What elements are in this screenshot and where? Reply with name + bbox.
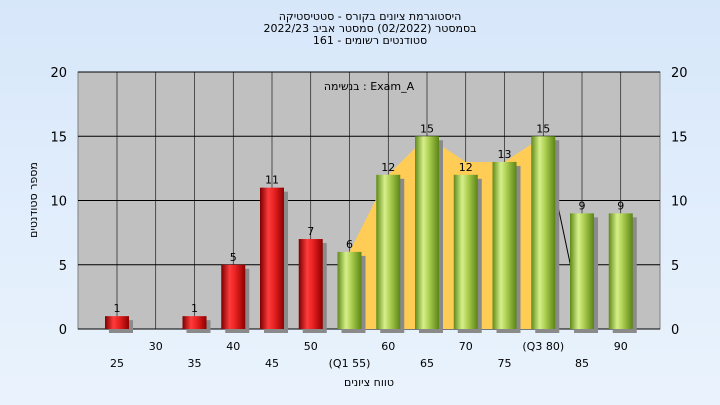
y-tick-left-0: 0 — [59, 323, 67, 338]
bar-25 — [105, 316, 129, 329]
data-label-40: 5 — [230, 251, 237, 264]
data-label-50: 7 — [307, 225, 314, 238]
bars-layer — [105, 136, 633, 329]
y-tick-left-20: 20 — [50, 66, 67, 81]
bar-40 — [221, 264, 246, 329]
x-tick-65: 65 — [420, 357, 434, 370]
x-tick-45: 45 — [265, 357, 279, 370]
data-label-35: 1 — [191, 302, 198, 315]
legend-label: בנשימה : Exam_A — [324, 80, 415, 93]
bar-80 — [531, 136, 556, 329]
x-tick-35: 35 — [188, 357, 202, 370]
y-tick-right-10: 10 — [671, 195, 688, 210]
y-axis-label: מספר סטודנטים — [27, 162, 40, 238]
x-axis-label: טווח ציונים — [344, 376, 394, 389]
y-tick-right-0: 0 — [671, 323, 679, 338]
x-tick-60: 60 — [381, 340, 395, 353]
x-tick-40: 40 — [226, 340, 240, 353]
x-tick-55: (Q1 55) — [329, 357, 371, 370]
x-tick-75: 75 — [498, 357, 512, 370]
bar-50 — [298, 239, 323, 329]
chart-title-block: היסטוגרמת ציונים בקורס - סטטיסטיקה בסמסט… — [200, 11, 540, 47]
chart-title: היסטוגרמת ציונים בקורס - סטטיסטיקה — [278, 10, 462, 23]
chart-subtitle: בסמסטר (02/2022) סמסטר אביב 2022/23 — [263, 22, 477, 35]
bar-45 — [260, 187, 284, 329]
y-axis-left-ticks: 0 5 10 15 20 — [50, 66, 67, 338]
bar-55 — [337, 251, 362, 329]
bar-60 — [376, 174, 401, 329]
y-tick-left-10: 10 — [50, 195, 67, 210]
bar-35 — [182, 316, 207, 329]
x-tick-90: 90 — [614, 340, 628, 353]
y-tick-right-5: 5 — [671, 259, 679, 274]
chart-subtitle-2: סטודנטים רשומים - 161 — [312, 34, 428, 47]
bar-90 — [608, 213, 633, 329]
y-tick-right-20: 20 — [671, 66, 688, 81]
bar-70 — [453, 174, 478, 329]
y-tick-left-5: 5 — [59, 259, 67, 274]
bar-85 — [570, 213, 594, 329]
y-axis-right-ticks: 0 5 10 15 20 — [671, 66, 688, 338]
data-label-90: 9 — [617, 199, 624, 212]
data-label-65: 15 — [420, 122, 434, 135]
data-label-80: 15 — [536, 122, 550, 135]
data-label-25: 1 — [114, 302, 121, 315]
x-tick-70: 70 — [459, 340, 473, 353]
x-axis-ticks: 25 30 35 40 45 50 (Q1 55) 60 65 70 75 (Q3 80) 85 90 — [110, 340, 628, 370]
bar-65 — [415, 136, 439, 329]
y-tick-left-15: 15 — [50, 130, 67, 145]
x-tick-25: 25 — [110, 357, 124, 370]
bar-75 — [492, 161, 517, 329]
x-tick-80: (Q3 80) — [522, 340, 564, 353]
x-tick-85: 85 — [575, 357, 589, 370]
data-label-75: 13 — [498, 148, 512, 161]
y-tick-right-15: 15 — [671, 130, 688, 145]
data-label-85: 9 — [579, 199, 586, 212]
data-label-55: 6 — [346, 238, 353, 251]
x-tick-30: 30 — [149, 340, 163, 353]
data-label-60: 12 — [381, 161, 395, 174]
data-label-70: 12 — [459, 161, 473, 174]
x-tick-50: 50 — [304, 340, 318, 353]
data-label-45: 11 — [265, 174, 279, 187]
